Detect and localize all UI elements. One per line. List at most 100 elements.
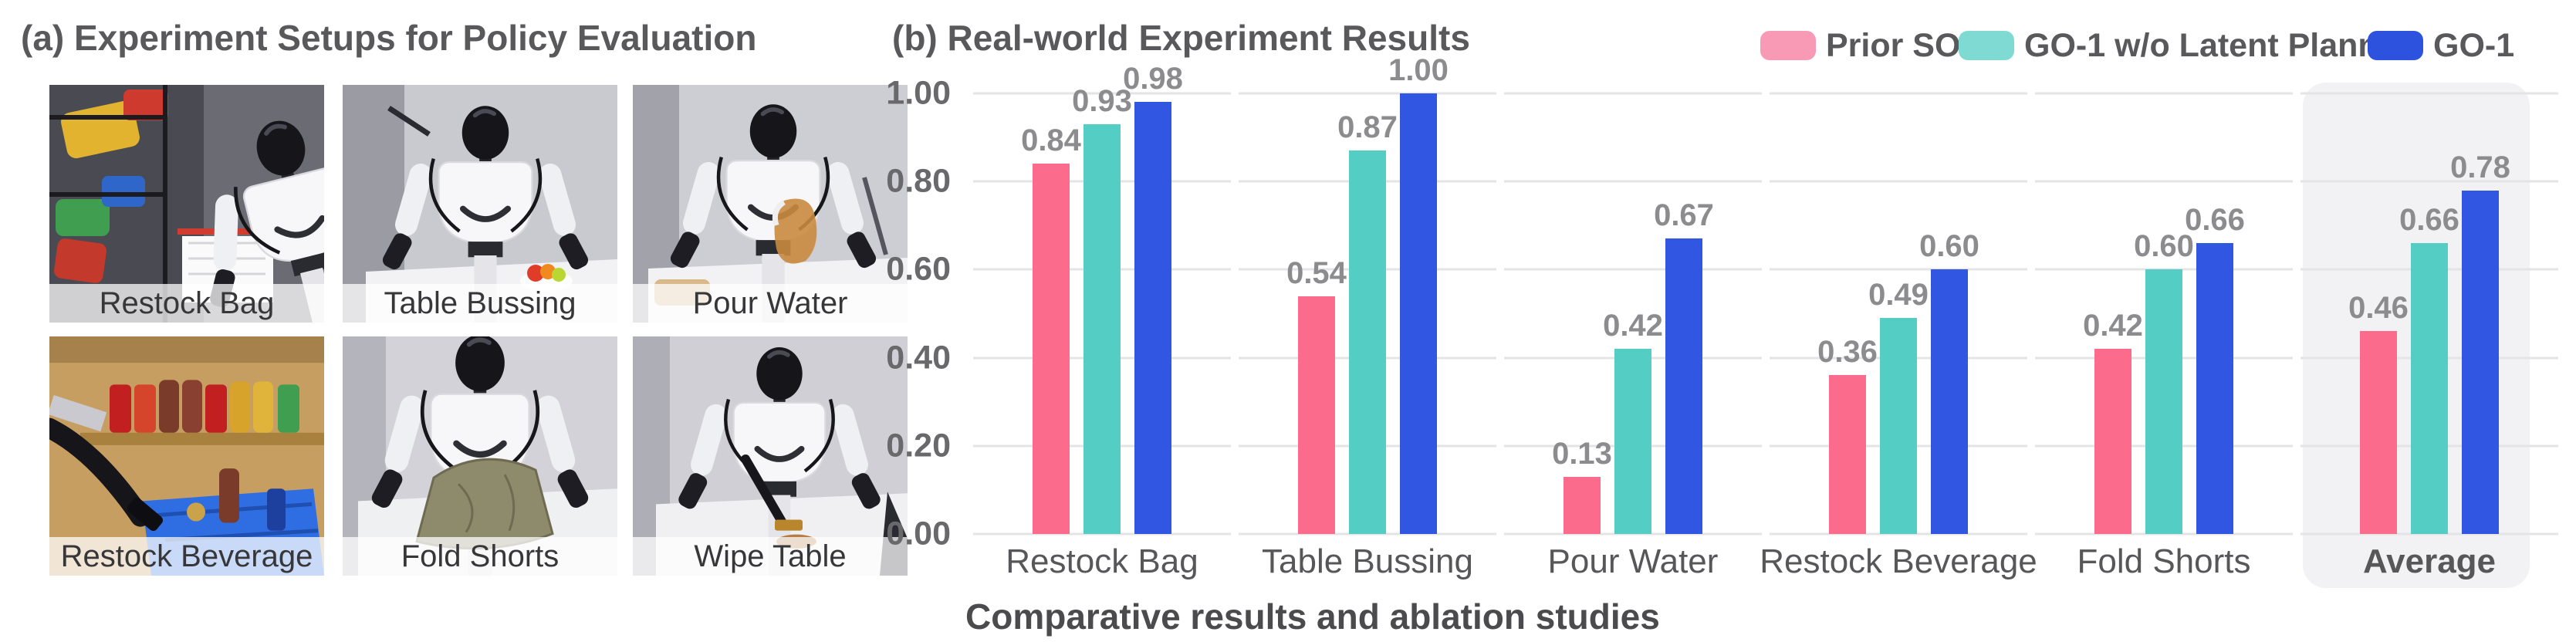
bar-go-1-w-o-latent-planner bbox=[1349, 150, 1386, 534]
bar-value-label: 0.13 bbox=[1552, 436, 1612, 471]
bar-slot: 0.78 bbox=[2450, 93, 2510, 534]
experiment-photo-restock-beverage: Restock Beverage bbox=[49, 336, 324, 576]
photo-label: Table Bussing bbox=[384, 286, 576, 320]
category-panel-fold-shorts: 0.42 0.60 0.66 Fold Shorts bbox=[2031, 92, 2297, 579]
bar-value-label: 0.67 bbox=[1654, 198, 1714, 233]
bar-prior-sota bbox=[1033, 164, 1070, 534]
gridline bbox=[973, 92, 1231, 95]
photo-caption-strip: Restock Bag bbox=[49, 284, 324, 323]
photo-caption-strip: Restock Beverage bbox=[49, 537, 324, 576]
gridline bbox=[2300, 180, 2558, 183]
photo-label: Fold Shorts bbox=[401, 539, 559, 573]
bar-value-label: 0.66 bbox=[2185, 203, 2245, 238]
gridline bbox=[1504, 180, 1762, 183]
experiment-photo-fold-shorts: Fold Shorts bbox=[343, 336, 617, 576]
legend-swatch-prior-sota bbox=[1760, 31, 1816, 60]
bar-slot: 0.13 bbox=[1552, 93, 1612, 534]
bar-value-label: 0.49 bbox=[1868, 278, 1929, 313]
bar-slot: 0.60 bbox=[2134, 93, 2194, 534]
gridline bbox=[1504, 268, 1762, 271]
bar-value-label: 0.60 bbox=[2134, 229, 2194, 264]
experiment-photo-pour-water: Pour Water bbox=[633, 85, 908, 323]
photo-caption-strip: Table Bussing bbox=[343, 284, 617, 323]
bar-go-1 bbox=[2196, 243, 2233, 534]
category-panel-restock-bag: 0.84 0.93 0.98 Restock Bag bbox=[969, 63, 1235, 579]
panel-b-title: (b) Real-world Experiment Results bbox=[892, 18, 1470, 58]
gridline bbox=[2300, 532, 2558, 536]
bar-value-label: 0.87 bbox=[1337, 110, 1398, 145]
category-label-fold-shorts: Fold Shorts bbox=[2077, 542, 2251, 580]
bar-go-1-w-o-latent-planner bbox=[2411, 243, 2448, 534]
bar-group-table-bussing: 0.54 0.87 1.00 bbox=[1286, 55, 1449, 534]
bar-slot: 0.66 bbox=[2399, 93, 2459, 534]
category-label-restock-bag: Restock Bag bbox=[1006, 542, 1198, 580]
category-panel-restock-beverage: 0.36 0.49 0.60 Restock Beverage bbox=[1760, 92, 2037, 579]
gridline bbox=[2035, 92, 2293, 95]
bar-chart-plot-area: 0.84 0.93 0.98 Restock Bag 0.54 0.87 1.00 Table… bbox=[969, 55, 2562, 588]
photo-label: Restock Beverage bbox=[60, 539, 313, 573]
gridline bbox=[1239, 532, 1496, 536]
bar-slot: 0.36 bbox=[1817, 93, 1878, 534]
bar-group-pour-water: 0.13 0.42 0.67 bbox=[1552, 93, 1714, 534]
gridline bbox=[2300, 92, 2558, 95]
bar-go-1-w-o-latent-planner bbox=[1880, 318, 1917, 534]
pour-water-photo bbox=[633, 85, 908, 323]
gridline bbox=[1239, 92, 1496, 95]
bar-value-label: 0.93 bbox=[1072, 83, 1132, 118]
gridline bbox=[1770, 180, 2027, 183]
bar-value-label: 0.42 bbox=[1603, 309, 1663, 343]
bar-slot: 0.93 bbox=[1072, 86, 1132, 534]
bar-go-1-w-o-latent-planner bbox=[1614, 349, 1651, 534]
bar-prior-sota bbox=[2360, 331, 2397, 534]
y-tick-label: 0.40 bbox=[886, 339, 951, 377]
bar-prior-sota bbox=[1829, 375, 1866, 534]
photo-caption-strip: Fold Shorts bbox=[343, 537, 617, 576]
legend-label: GO-1 bbox=[2433, 26, 2515, 64]
bar-value-label: 0.60 bbox=[1919, 229, 1979, 264]
bar-prior-sota bbox=[1298, 296, 1335, 534]
gridline bbox=[1504, 532, 1762, 536]
bar-group-average: 0.46 0.66 0.78 bbox=[2348, 93, 2510, 534]
legend-swatch-go-1-w-o-latent-planner bbox=[1959, 31, 2014, 60]
bar-go-1 bbox=[1665, 238, 1702, 534]
bar-slot: 1.00 bbox=[1388, 55, 1449, 534]
bar-go-1 bbox=[1931, 269, 1968, 534]
legend-label: GO-1 w/o Latent Planner bbox=[2024, 26, 2410, 64]
gridline bbox=[1770, 92, 2027, 95]
bar-slot: 0.98 bbox=[1123, 63, 1183, 534]
gridline bbox=[2035, 180, 2293, 183]
bar-value-label: 0.84 bbox=[1021, 123, 1081, 158]
category-label-pour-water: Pour Water bbox=[1547, 542, 1719, 580]
gridline bbox=[1770, 532, 2027, 536]
fold-shorts-photo bbox=[343, 336, 617, 576]
bar-group-fold-shorts: 0.42 0.60 0.66 bbox=[2083, 93, 2245, 534]
legend-item-go-1-w-o-latent-planner: GO-1 w/o Latent Planner bbox=[1959, 26, 2410, 64]
photo-label: Pour Water bbox=[692, 286, 848, 320]
bar-go-1 bbox=[1134, 102, 1171, 534]
bar-slot: 0.87 bbox=[1337, 93, 1398, 534]
bar-go-1 bbox=[1400, 93, 1437, 534]
bar-go-1-w-o-latent-planner bbox=[1083, 123, 1121, 534]
gridline bbox=[2035, 532, 2293, 536]
y-tick-label: 0.80 bbox=[886, 162, 951, 200]
category-label-restock-beverage: Restock Beverage bbox=[1760, 542, 2037, 580]
y-tick-label: 1.00 bbox=[886, 74, 951, 112]
bar-value-label: 0.42 bbox=[2083, 309, 2143, 343]
y-tick-label: 0.00 bbox=[886, 515, 951, 552]
gridline bbox=[1770, 268, 2027, 271]
experiment-photo-restock-bag: Restock Bag bbox=[49, 85, 324, 323]
legend-item-go-1: GO-1 bbox=[2368, 26, 2515, 64]
category-panel-pour-water: 0.13 0.42 0.67 Pour Water bbox=[1500, 92, 1766, 579]
bar-go-1 bbox=[2462, 190, 2499, 534]
panel-a-title: (a) Experiment Setups for Policy Evaluat… bbox=[21, 18, 757, 58]
bar-value-label: 0.78 bbox=[2450, 150, 2510, 184]
bar-prior-sota bbox=[2094, 349, 2131, 534]
bar-slot: 0.49 bbox=[1868, 93, 1929, 534]
experiment-photo-table-bussing: Table Bussing bbox=[343, 85, 617, 323]
bar-slot: 0.42 bbox=[2083, 93, 2143, 534]
photo-caption-strip: Wipe Table bbox=[633, 537, 908, 576]
bar-prior-sota bbox=[1564, 476, 1601, 534]
bar-slot: 0.66 bbox=[2185, 93, 2245, 534]
bar-value-label: 0.36 bbox=[1817, 335, 1878, 370]
bar-value-label: 1.00 bbox=[1388, 53, 1449, 87]
